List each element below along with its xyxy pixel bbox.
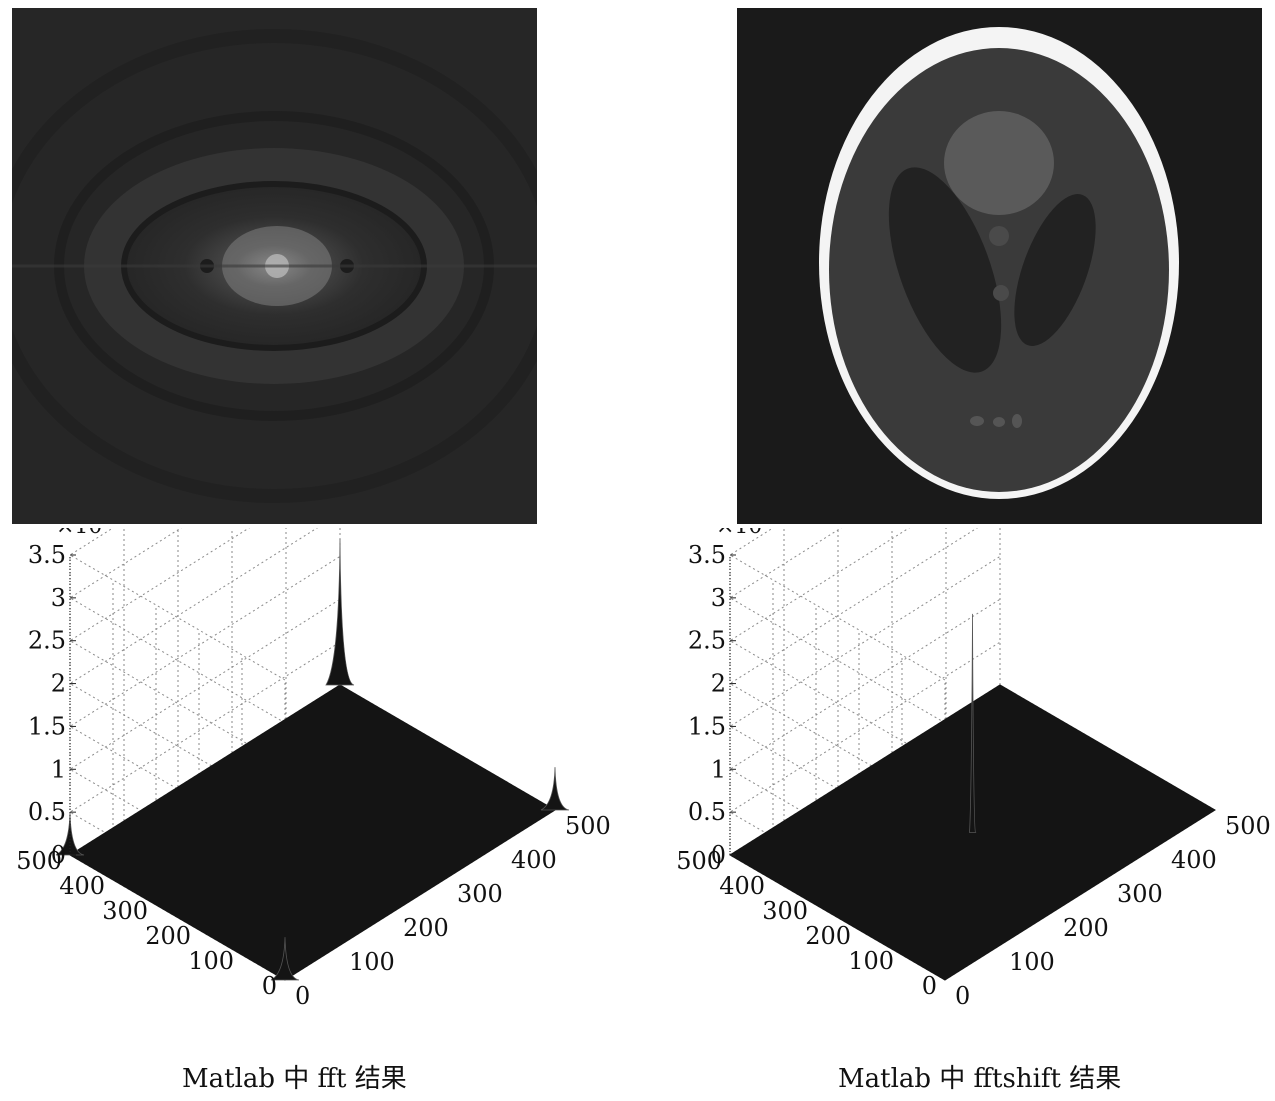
x-tick-label: 400 [1171, 846, 1217, 874]
caption-fft: Matlab 中 fft 结果 [182, 1064, 407, 1094]
y-tick-label: 100 [848, 947, 894, 975]
surface-peak [325, 539, 355, 686]
caption-fftshift: Matlab 中 fftshift 结果 [838, 1064, 1122, 1094]
y-tick-label: 500 [16, 847, 62, 875]
surface-peak [540, 767, 570, 811]
x-tick-label: 100 [349, 948, 395, 976]
wall-gridline [729, 528, 946, 724]
wall-gridline [69, 641, 341, 938]
y-tick-label: 300 [102, 897, 148, 925]
z-tick-label: 2 [51, 670, 66, 698]
x-tick-label: 300 [1117, 880, 1163, 908]
z-tick-label: 1.5 [28, 712, 66, 740]
fft-surface-plot: 00.511.522.533.5×10⁴01002003004005000100… [16, 528, 611, 1010]
x-tick-label: 200 [403, 914, 449, 942]
x-tick-label: 100 [1009, 948, 1055, 976]
x-tick-label: 0 [955, 982, 970, 1010]
z-tick-label: 3.5 [688, 541, 726, 569]
x-tick-label: 500 [565, 812, 611, 840]
surface-peak [969, 613, 977, 833]
y-tick-label: 300 [762, 897, 808, 925]
wall-gridline [729, 528, 946, 681]
x-tick-label: 400 [511, 846, 557, 874]
x-tick-label: 0 [295, 982, 310, 1010]
wall-gridline [69, 598, 341, 895]
wall-gridline [729, 556, 1001, 852]
y-tick-label: 0 [922, 972, 937, 1000]
x-tick-label: 300 [457, 880, 503, 908]
z-tick-label: 1 [711, 755, 726, 783]
y-tick-label: 500 [676, 847, 722, 875]
z-tick-label: 3 [711, 584, 726, 612]
y-tick-label: 0 [262, 972, 277, 1000]
z-exponent-label: ×10⁴ [716, 528, 771, 539]
fft-spectrum-image [12, 8, 537, 524]
phantom-image [737, 8, 1262, 524]
y-tick-label: 400 [59, 872, 105, 900]
surface-floor [69, 684, 556, 981]
y-tick-label: 200 [145, 922, 191, 950]
z-tick-label: 2.5 [688, 627, 726, 655]
z-tick-label: 0.5 [28, 798, 66, 826]
wall-gridline [729, 598, 1001, 895]
wall-gridline [729, 528, 979, 810]
wall-gridline [69, 528, 286, 724]
z-tick-label: 3.5 [28, 541, 66, 569]
wall-gridline [69, 556, 341, 852]
z-tick-label: 2.5 [28, 627, 66, 655]
y-tick-label: 100 [188, 947, 234, 975]
wall-gridline [69, 528, 319, 810]
z-tick-label: 3 [51, 584, 66, 612]
z-tick-label: 0 [711, 841, 726, 869]
y-tick-label: 400 [719, 872, 765, 900]
z-tick-label: 1.5 [688, 712, 726, 740]
z-tick-label: 1 [51, 755, 66, 783]
x-tick-label: 500 [1225, 812, 1271, 840]
wall-gridline [729, 641, 1001, 938]
fftshift-surface-plot: 00.511.522.533.5×10⁴01002003004005000100… [676, 528, 1271, 1010]
z-tick-label: 2 [711, 670, 726, 698]
y-tick-label: 200 [805, 922, 851, 950]
z-tick-label: 0.5 [688, 798, 726, 826]
wall-gridline [69, 528, 286, 681]
z-exponent-label: ×10⁴ [56, 528, 111, 539]
z-tick-label: 0 [51, 841, 66, 869]
surface-peak [270, 937, 300, 981]
x-tick-label: 200 [1063, 914, 1109, 942]
